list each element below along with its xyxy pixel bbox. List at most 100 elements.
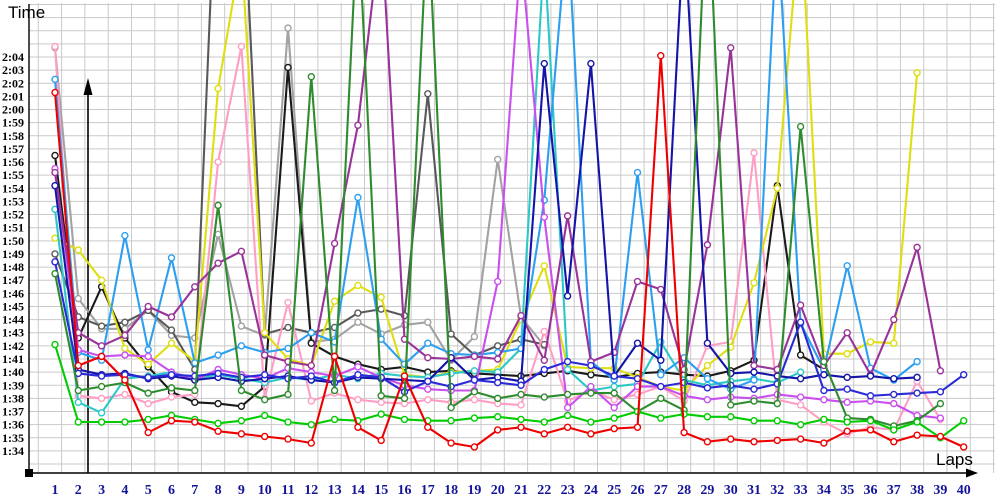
data-point-forestgreen-lap-32 [773, 399, 781, 408]
x-tick-label: 30 [724, 483, 738, 498]
y-tick-label: 1:48 [2, 260, 24, 274]
data-point-blue-lap-21 [517, 381, 525, 389]
data-point-blue-lap-31 [750, 385, 758, 393]
data-point-blue-lap-29 [703, 384, 712, 392]
data-point-green-lap-25 [610, 414, 618, 422]
data-point-navy-lap-38 [913, 373, 921, 382]
x-tick-label: 7 [191, 483, 198, 498]
data-point-red-lap-35 [843, 427, 851, 435]
data-point-forestgreen-lap-11 [284, 390, 292, 399]
data-point-blue-lap-37 [890, 390, 898, 399]
data-point-forestgreen-lap-22 [540, 393, 548, 401]
data-point-green-lap-9 [237, 417, 246, 425]
data-point-purple-lap-39 [936, 367, 945, 375]
data-point-red-lap-25 [610, 424, 618, 433]
x-tick-label: 32 [770, 483, 784, 498]
data-point-green-lap-5 [144, 415, 152, 424]
x-axis-arrow-icon [966, 468, 978, 478]
data-point-purple-lap-26 [633, 277, 642, 286]
x-tick-label: 36 [864, 483, 878, 498]
y-tick-label: 1:41 [2, 352, 24, 366]
data-point-lightblue-lap-8 [214, 351, 222, 359]
data-point-green-lap-37 [890, 426, 898, 434]
data-point-red-lap-11 [284, 435, 292, 443]
data-point-gray-lap-9 [237, 322, 246, 330]
data-point-pink-lap-31 [750, 149, 758, 157]
data-point-forestgreen-lap-5 [144, 389, 152, 397]
data-point-black-lap-8 [214, 399, 222, 408]
data-point-purple-lap-5 [144, 302, 152, 311]
y-tick-label: 1:35 [2, 431, 24, 445]
data-point-cyan-lap-19 [470, 367, 479, 375]
data-point-yellow-lap-4 [121, 344, 129, 353]
y-tick-label: 1:44 [2, 313, 24, 327]
x-tick-label: 33 [794, 483, 808, 498]
data-point-blue-lap-27 [657, 382, 665, 391]
data-point-red-lap-21 [517, 423, 525, 431]
x-tick-label: 22 [537, 483, 551, 498]
data-point-black-lap-7 [191, 398, 199, 407]
data-point-darkgray-lap-11 [284, 323, 292, 332]
data-point-yellow-lap-15 [377, 293, 385, 301]
x-tick-label: 15 [374, 483, 388, 498]
x-tick-label: 25 [607, 483, 621, 498]
data-point-green-lap-2 [74, 418, 83, 426]
data-point-lightblue-lap-12 [307, 329, 315, 337]
x-tick-label: 11 [281, 483, 294, 498]
data-point-blue-lap-12 [307, 372, 315, 380]
y-tick-label: 1:53 [2, 194, 24, 208]
data-point-yellow-lap-6 [167, 339, 176, 347]
data-point-red-lap-16 [400, 372, 409, 380]
data-point-purple-lap-7 [191, 283, 199, 291]
data-point-gray-lap-20 [494, 155, 502, 164]
data-point-yellow-lap-22 [540, 262, 548, 270]
x-tick-label: 24 [584, 483, 598, 498]
data-point-green-lap-3 [97, 418, 106, 426]
data-point-green-lap-31 [750, 417, 758, 425]
data-point-pink-lap-33 [796, 401, 805, 409]
data-point-green-lap-38 [913, 418, 921, 426]
data-point-red-lap-34 [820, 439, 828, 447]
data-point-green-lap-30 [727, 413, 735, 421]
data-point-gray-lap-2 [74, 294, 83, 303]
y-tick-label: 1:40 [2, 365, 24, 379]
data-point-red-lap-19 [470, 443, 479, 451]
x-tick-label: 28 [677, 483, 691, 498]
data-point-lightblue-lap-31 [750, 376, 758, 384]
data-point-cyan-lap-2 [74, 398, 83, 407]
x-tick-label: 19 [467, 483, 481, 498]
data-point-forestgreen-lap-3 [97, 382, 106, 391]
data-point-green-lap-23 [563, 411, 572, 420]
data-point-black-lap-9 [237, 402, 246, 410]
data-point-yellow-lap-14 [354, 281, 362, 290]
data-point-lightblue-lap-4 [121, 231, 129, 240]
data-point-blue-lap-40 [960, 371, 968, 379]
data-point-purple-lap-8 [214, 259, 222, 267]
data-point-green-lap-35 [843, 418, 851, 426]
data-point-red-lap-5 [144, 428, 152, 437]
data-point-red-lap-23 [563, 423, 572, 431]
data-point-forestgreen-lap-9 [237, 386, 246, 395]
data-point-green-lap-18 [447, 417, 455, 425]
data-point-forestgreen-lap-24 [587, 389, 595, 397]
data-point-pink-lap-9 [237, 42, 246, 51]
data-point-navy-lap-37 [890, 374, 898, 383]
data-point-green-lap-13 [330, 415, 339, 424]
x-tick-label: 12 [304, 483, 318, 498]
data-point-lightblue-lap-38 [913, 357, 921, 366]
data-point-navy-lap-35 [843, 373, 851, 382]
data-point-blue-lap-35 [843, 385, 851, 393]
y-tick-label: 1:37 [2, 405, 24, 419]
data-point-blue-lap-10 [261, 371, 269, 379]
y-tick-label: 1:54 [2, 181, 24, 195]
x-tick-label: 20 [491, 483, 505, 498]
x-tick-label: 17 [421, 483, 435, 498]
x-tick-label: 14 [351, 483, 365, 498]
data-point-cyan-lap-25 [610, 382, 618, 391]
data-point-green-lap-27 [657, 414, 665, 422]
data-point-yellow-lap-5 [144, 360, 152, 368]
data-point-purple-lap-20 [494, 355, 502, 363]
data-point-pink-lap-19 [470, 395, 479, 404]
data-point-purple-lap-35 [843, 329, 851, 337]
